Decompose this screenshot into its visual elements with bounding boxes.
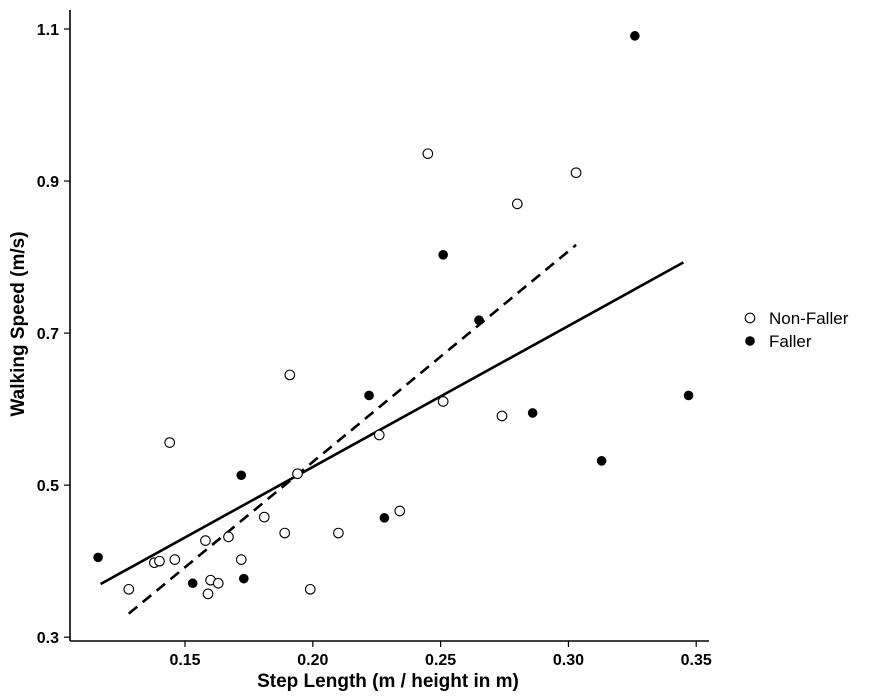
y-tick-label: 1.1 bbox=[37, 22, 59, 39]
point-non-faller bbox=[333, 527, 344, 539]
point-non-faller bbox=[258, 511, 270, 523]
legend-marker-non-faller bbox=[744, 312, 756, 324]
y-tick-label: 0.9 bbox=[37, 174, 59, 191]
y-tick-label: 0.7 bbox=[37, 326, 59, 343]
legend-marker-faller bbox=[745, 336, 755, 346]
point-faller bbox=[474, 315, 484, 325]
legend-label-faller: Faller bbox=[769, 332, 812, 351]
legend: Non-Faller Faller bbox=[744, 309, 849, 351]
point-non-faller bbox=[284, 369, 296, 381]
fit-line-dashed bbox=[127, 243, 577, 615]
point-non-faller bbox=[235, 554, 247, 566]
fit-line-solid bbox=[100, 261, 685, 586]
point-non-faller bbox=[373, 429, 385, 441]
point-non-faller bbox=[279, 527, 291, 539]
point-non-faller bbox=[212, 577, 224, 589]
point-non-faller bbox=[292, 468, 303, 480]
plot-area bbox=[93, 31, 694, 615]
point-faller bbox=[596, 456, 607, 466]
x-axis-ticks: 0.15 0.20 0.25 0.30 0.35 bbox=[169, 641, 712, 669]
point-faller bbox=[438, 249, 448, 260]
y-tick-label: 0.5 bbox=[37, 478, 59, 495]
point-faller bbox=[379, 513, 390, 523]
x-tick-label: 0.30 bbox=[553, 652, 584, 669]
x-tick-label: 0.35 bbox=[681, 652, 712, 669]
point-faller bbox=[364, 390, 374, 401]
point-faller bbox=[683, 390, 694, 401]
point-non-faller bbox=[437, 396, 449, 407]
point-non-faller bbox=[202, 588, 214, 600]
point-faller bbox=[236, 470, 247, 481]
point-non-faller bbox=[169, 554, 181, 566]
y-axis-title: Walking Speed (m/s) bbox=[8, 231, 29, 416]
point-faller bbox=[93, 552, 103, 563]
point-non-faller bbox=[123, 583, 135, 595]
point-non-faller bbox=[154, 555, 165, 567]
y-axis-ticks: 0.3 0.5 0.7 0.9 1.1 bbox=[37, 22, 70, 647]
point-faller bbox=[630, 31, 640, 41]
point-non-faller bbox=[394, 505, 406, 517]
point-faller bbox=[187, 578, 198, 589]
point-non-faller bbox=[223, 531, 234, 543]
point-faller bbox=[239, 573, 249, 584]
point-non-faller bbox=[511, 198, 523, 210]
point-non-faller bbox=[496, 410, 508, 422]
x-tick-label: 0.25 bbox=[425, 652, 456, 669]
point-non-faller bbox=[304, 583, 316, 595]
point-non-faller bbox=[570, 167, 582, 179]
point-non-faller bbox=[200, 535, 211, 546]
point-faller bbox=[527, 408, 538, 418]
x-tick-label: 0.15 bbox=[169, 652, 200, 669]
x-tick-label: 0.20 bbox=[297, 652, 328, 669]
x-axis-title: Step Length (m / height in m) bbox=[257, 671, 519, 692]
point-non-faller bbox=[164, 437, 176, 448]
y-tick-label: 0.3 bbox=[37, 630, 59, 647]
point-non-faller bbox=[422, 148, 434, 160]
legend-label-non-faller: Non-Faller bbox=[769, 309, 849, 328]
